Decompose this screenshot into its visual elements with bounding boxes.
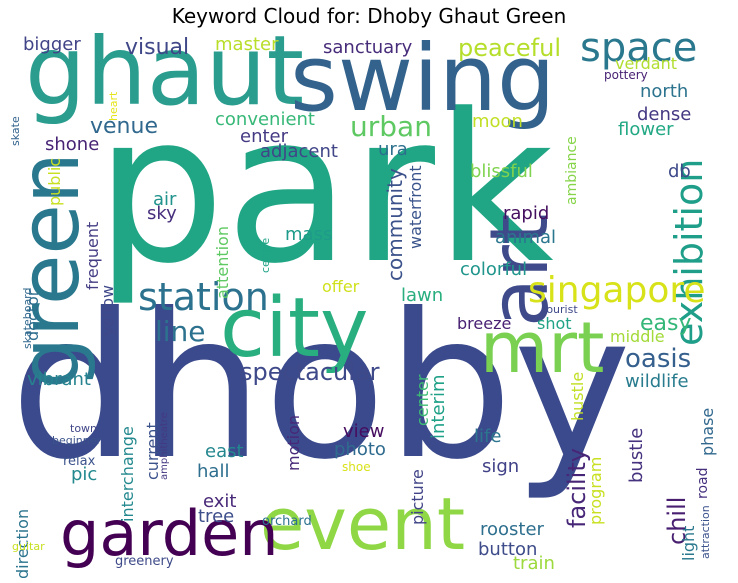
word-rooster: rooster bbox=[480, 519, 544, 540]
word-interim: interim bbox=[428, 374, 449, 439]
chart-title: Keyword Cloud for: Dhoby Ghaut Green bbox=[171, 4, 567, 28]
word-bustle: bustle bbox=[626, 427, 647, 483]
word-city: city bbox=[220, 281, 369, 376]
word-heart: heart bbox=[107, 91, 120, 121]
word-station: station bbox=[138, 275, 269, 319]
word-visual: visual bbox=[125, 35, 190, 60]
word-greenery: greenery bbox=[115, 554, 174, 569]
word-lawn: lawn bbox=[401, 285, 444, 306]
word-flower: flower bbox=[618, 119, 674, 140]
word-life: life bbox=[474, 426, 502, 447]
word-town: town bbox=[70, 422, 98, 435]
word-dense: dense bbox=[637, 104, 692, 125]
word-singapore: singapore bbox=[528, 270, 706, 311]
word-wildlife: wildlife bbox=[625, 371, 689, 392]
word-line: line bbox=[155, 315, 206, 348]
word-cloud: park dhoby ghaut swing green city art mrt event g… bbox=[10, 33, 730, 578]
word-mrt: mrt bbox=[480, 307, 605, 389]
word-animal: animal bbox=[495, 227, 557, 248]
word-centre: centre bbox=[259, 237, 272, 273]
word-hustle: hustle bbox=[568, 371, 587, 421]
word-easy: easy bbox=[640, 311, 692, 336]
word-adjacent: adjacent bbox=[260, 141, 338, 162]
word-db: db bbox=[668, 161, 691, 182]
word-verdant: verdant bbox=[615, 54, 677, 73]
word-beginner: beginner bbox=[52, 434, 102, 447]
word-attraction: attraction bbox=[699, 505, 712, 559]
word-convenient: convenient bbox=[215, 109, 315, 130]
word-road: road bbox=[695, 467, 711, 499]
word-photo: photo bbox=[334, 439, 386, 460]
word-sanctuary: sanctuary bbox=[323, 37, 413, 58]
word-yellow: yellow bbox=[98, 284, 117, 336]
word-public: public bbox=[45, 157, 64, 206]
word-bigger: bigger bbox=[23, 34, 81, 55]
word-event: event bbox=[260, 482, 466, 566]
word-interchange: interchange bbox=[118, 425, 137, 522]
word-attention: attention bbox=[213, 226, 232, 300]
word-exit: exit bbox=[203, 491, 237, 512]
word-tourist: tourist bbox=[542, 303, 578, 316]
word-air: air bbox=[153, 189, 177, 210]
word-ghaut: ghaut bbox=[25, 33, 305, 127]
word-vibrant: vibrant bbox=[27, 369, 91, 390]
word-frequent: frequent bbox=[83, 221, 102, 290]
word-button: button bbox=[478, 539, 538, 560]
word-ura: ura bbox=[378, 139, 408, 160]
word-rapid: rapid bbox=[503, 203, 550, 224]
word-orchard: orchard bbox=[262, 514, 312, 529]
word-pic: pic bbox=[71, 464, 98, 485]
word-relax: relax bbox=[63, 454, 96, 469]
word-middle: middle bbox=[610, 327, 665, 346]
word-east: east bbox=[205, 441, 244, 462]
word-train: train bbox=[513, 553, 555, 574]
word-motion: motion bbox=[284, 414, 303, 471]
word-dhoby: dhoby bbox=[10, 271, 632, 504]
word-light: light bbox=[679, 525, 698, 561]
word-skateboard: skateboard bbox=[21, 287, 34, 350]
word-shot: shot bbox=[537, 314, 572, 333]
word-garden: garden bbox=[60, 497, 279, 570]
word-urban: urban bbox=[350, 110, 432, 143]
word-sky: sky bbox=[147, 203, 177, 224]
word-venue: venue bbox=[90, 114, 158, 139]
word-spectacular: spectacular bbox=[240, 358, 380, 386]
word-ambiance: ambiance bbox=[564, 136, 580, 206]
word-north: north bbox=[640, 81, 689, 102]
word-community: community bbox=[383, 168, 407, 281]
word-tree: tree bbox=[198, 506, 235, 527]
word-master: master bbox=[215, 34, 279, 55]
word-picture: picture bbox=[408, 469, 427, 526]
word-offer: offer bbox=[322, 277, 360, 296]
word-guitar: guitar bbox=[12, 540, 45, 553]
word-space: space bbox=[580, 33, 698, 71]
word-center: center bbox=[413, 374, 432, 426]
word-enter: enter bbox=[240, 126, 289, 147]
word-peaceful: peaceful bbox=[458, 34, 561, 62]
word-program: program bbox=[586, 456, 605, 526]
word-shone: shone bbox=[45, 134, 100, 155]
word-skate: skate bbox=[10, 116, 22, 146]
word-amphitheatre: amphitheatre bbox=[159, 412, 170, 480]
word-waterfront: waterfront bbox=[406, 165, 425, 249]
word-phase: phase bbox=[698, 407, 717, 456]
word-moon: moon bbox=[472, 111, 523, 132]
word-shoe: shoe bbox=[342, 460, 371, 474]
word-blissful: blissful bbox=[470, 161, 533, 182]
word-colorful: colorful bbox=[460, 259, 528, 280]
word-pottery: pottery bbox=[604, 68, 648, 82]
word-sign: sign bbox=[482, 456, 520, 477]
word-breeze: breeze bbox=[457, 314, 512, 333]
word-park: park bbox=[95, 71, 554, 309]
word-mass: mass bbox=[285, 224, 333, 245]
word-hall: hall bbox=[197, 461, 230, 482]
word-oasis: oasis bbox=[625, 344, 692, 374]
word-view: view bbox=[343, 421, 385, 442]
word-swing: swing bbox=[290, 33, 556, 132]
